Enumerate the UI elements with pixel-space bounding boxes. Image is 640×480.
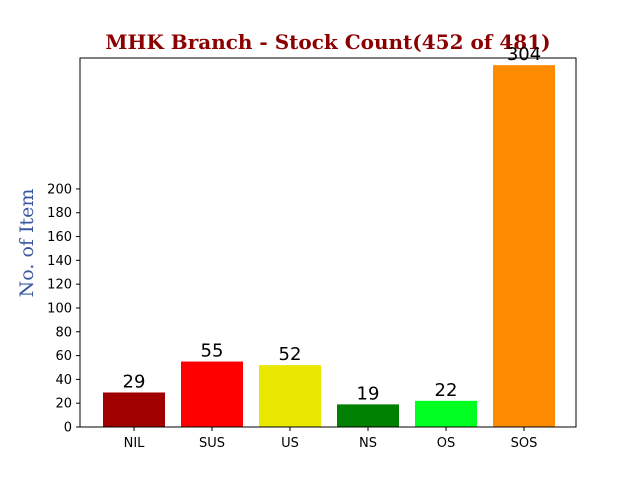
x-axis-ticks: NIL SUS US NS OS SOS (124, 427, 538, 451)
y-tick-label: 20 (55, 397, 72, 412)
y-axis-label: No. of Item (16, 189, 38, 298)
data-label-os: 22 (435, 380, 458, 401)
data-label-sos: 304 (507, 44, 541, 65)
y-tick-label: 100 (47, 301, 72, 316)
x-tick-label: SOS (511, 436, 538, 451)
y-tick-label: 0 (64, 421, 72, 436)
y-axis-ticks: 0 20 40 60 80 100 120 140 160 180 200 (47, 182, 80, 436)
x-tick-label: SUS (199, 436, 225, 451)
data-label-us: 52 (279, 344, 302, 365)
y-tick-label: 120 (47, 278, 72, 293)
y-tick-label: 140 (47, 254, 72, 269)
bar-sus (181, 361, 243, 427)
y-tick-label: 180 (47, 206, 72, 221)
y-tick-label: 40 (55, 373, 72, 388)
y-tick-label: 60 (55, 349, 72, 364)
bar-os (415, 400, 477, 427)
y-tick-label: 200 (47, 182, 72, 197)
bar-ns (337, 404, 399, 427)
bar-us (259, 365, 321, 427)
bars-group (103, 65, 555, 427)
y-tick-label: 80 (55, 325, 72, 340)
data-label-nil: 29 (123, 371, 146, 392)
x-tick-label: OS (437, 436, 455, 451)
bar-nil (103, 392, 165, 427)
y-tick-label: 160 (47, 230, 72, 245)
bar-sos (493, 65, 555, 427)
chart-title: MHK Branch - Stock Count(452 of 481) (105, 30, 550, 54)
x-tick-label: US (281, 436, 299, 451)
data-labels-group: 29 55 52 19 22 304 (123, 44, 542, 404)
x-tick-label: NIL (124, 436, 146, 451)
plot-frame (79, 57, 577, 428)
data-label-ns: 19 (357, 383, 380, 404)
x-tick-label: NS (359, 436, 377, 451)
data-label-sus: 55 (201, 341, 224, 362)
